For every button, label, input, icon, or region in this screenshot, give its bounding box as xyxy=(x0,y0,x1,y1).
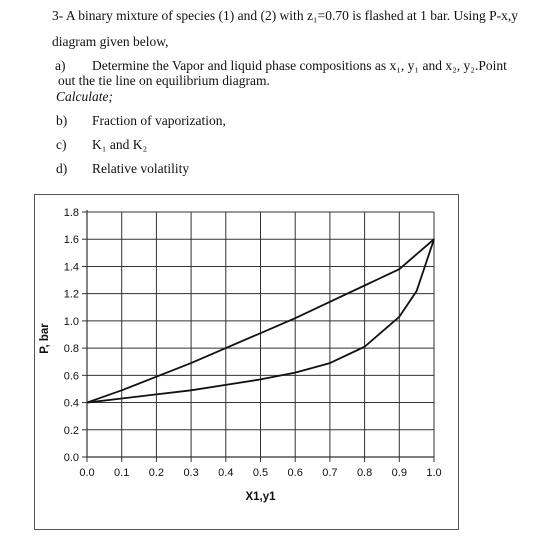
x-tick-label: 0.1 xyxy=(114,467,129,479)
bubble-point-line xyxy=(86,238,435,404)
y-tick-label: 1.8 xyxy=(64,207,79,219)
dew-point-line xyxy=(86,238,435,404)
x-tick-label: 0.6 xyxy=(288,467,303,479)
y-tick-label: 0.6 xyxy=(64,370,79,382)
x-tick-label: 0.3 xyxy=(183,467,198,479)
item-a-label: a) xyxy=(55,58,66,73)
calculate-label: Calculate; xyxy=(56,89,113,104)
chart-frame xyxy=(34,194,459,530)
x-tick-label: 0.8 xyxy=(357,467,372,479)
x-tick-label: 0.5 xyxy=(253,467,268,479)
x-tick-label: 0.7 xyxy=(322,467,337,479)
y-tick-label: 0.4 xyxy=(64,398,79,410)
y-tick-label: 1.0 xyxy=(64,316,79,328)
item-d-text: Relative volatility xyxy=(92,161,190,176)
item-a-text-cont: out the tie line on equilibrium diagram. xyxy=(58,73,270,88)
problem-intro-cont: diagram given below, xyxy=(52,34,169,49)
x-tick-label: 0.0 xyxy=(79,467,94,479)
x-axis-label: X1,y1 xyxy=(245,491,276,503)
item-b-label: b) xyxy=(56,113,68,128)
item-c-label: c) xyxy=(56,137,67,152)
problem-intro: 3- A binary mixture of species (1) and (… xyxy=(52,8,518,23)
y-tick-label: 1.6 xyxy=(64,234,79,246)
x-tick-label: 1.0 xyxy=(426,467,441,479)
item-d-label: d) xyxy=(56,161,68,176)
y-tick-label: 0.2 xyxy=(64,425,79,437)
y-tick-label: 0.0 xyxy=(64,452,79,464)
y-axis-label: P, bar xyxy=(39,323,51,354)
x-tick-label: 0.2 xyxy=(149,467,164,479)
item-c-text: K₁ and K₂ xyxy=(92,137,148,152)
item-b-text: Fraction of vaporization, xyxy=(92,113,226,128)
y-tick-label: 0.8 xyxy=(64,343,79,355)
x-tick-label: 0.4 xyxy=(218,467,233,479)
item-a-text: Determine the Vapor and liquid phase com… xyxy=(92,58,507,73)
y-tick-label: 1.2 xyxy=(64,289,79,301)
y-tick-label: 1.4 xyxy=(64,261,79,273)
x-tick-label: 0.9 xyxy=(392,467,407,479)
